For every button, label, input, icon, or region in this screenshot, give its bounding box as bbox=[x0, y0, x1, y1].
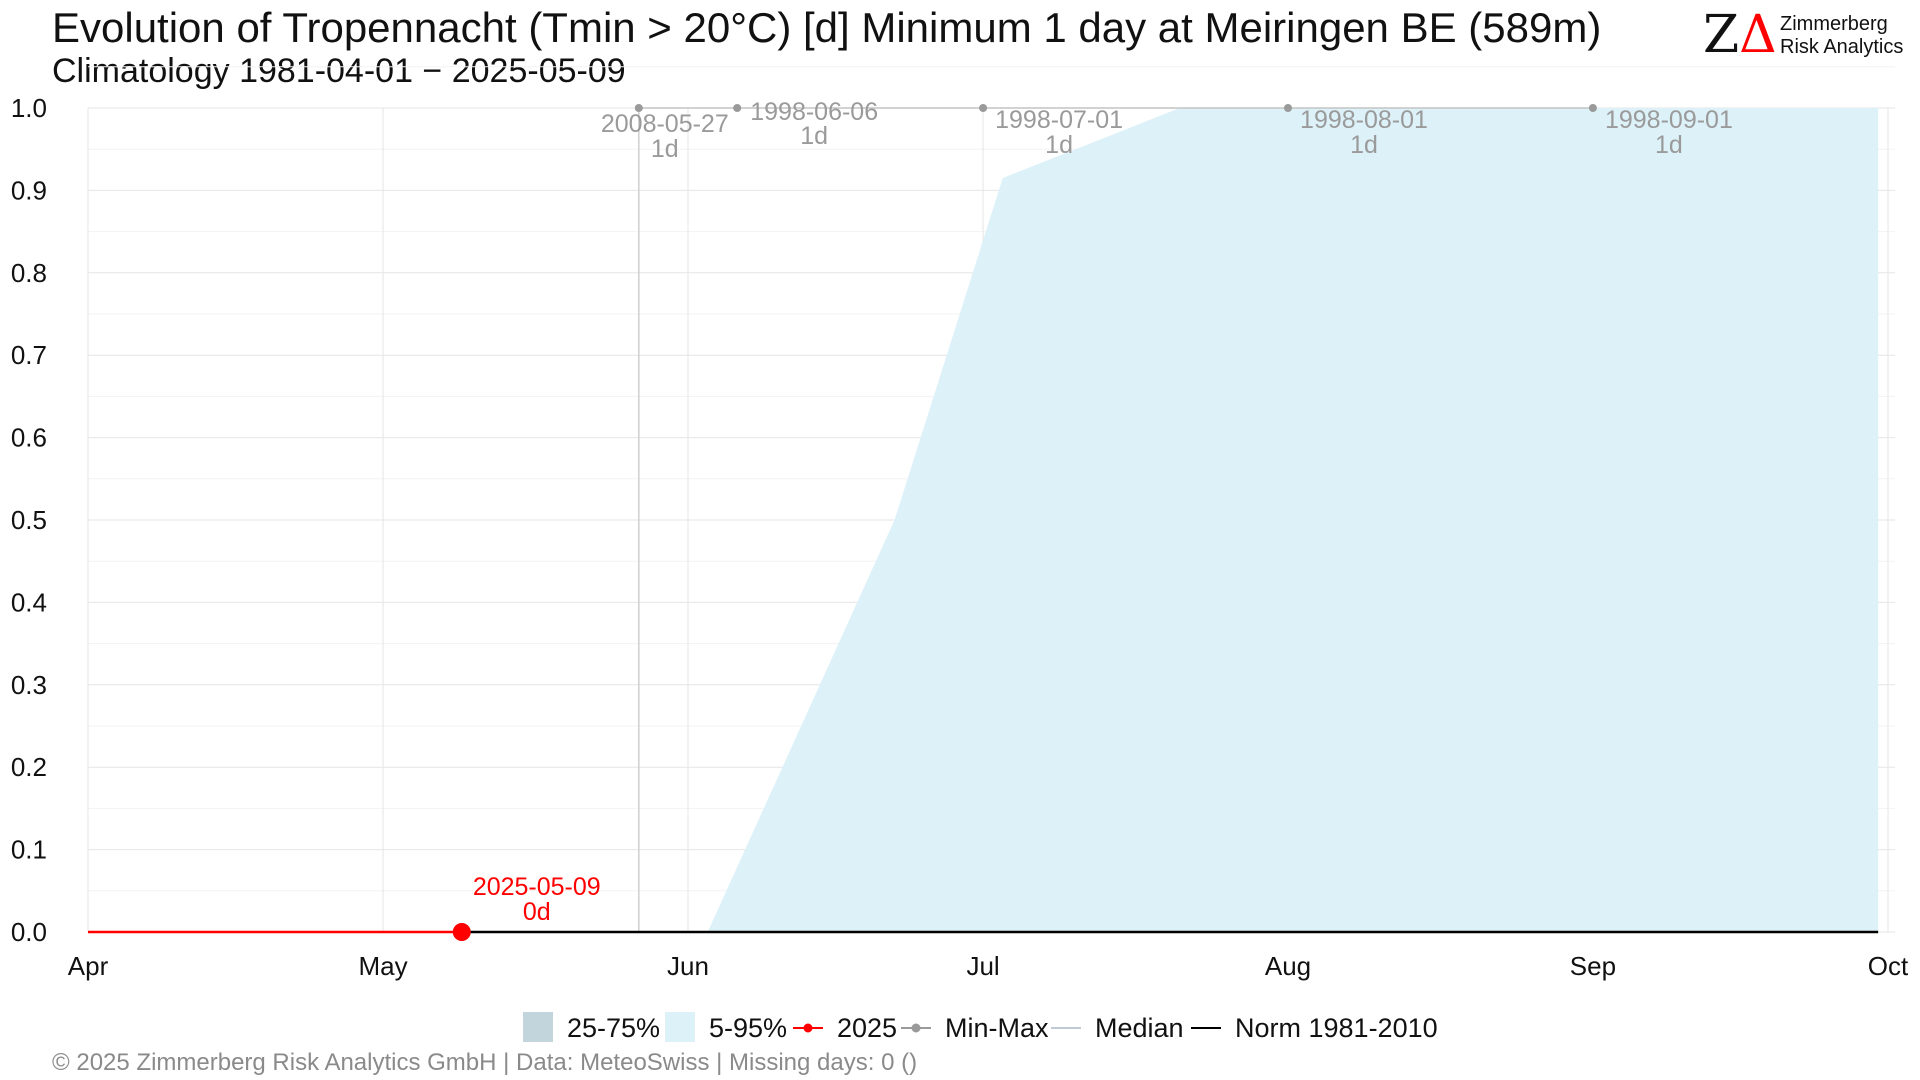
min-max-date-label: 1998-06-06 bbox=[750, 98, 878, 126]
axes: 0.0 0.1 0.2 0.3 0.4 0.5 0.6 0.7 0.8 0.9 1.0 Apr May J… bbox=[11, 93, 1909, 981]
y-tick-label: 0.4 bbox=[11, 587, 47, 617]
legend-swatch-band_25_75 bbox=[523, 1012, 553, 1042]
legend-label-minmax: Min-Max bbox=[945, 1013, 1049, 1043]
y-tick-label: 0.2 bbox=[11, 752, 47, 782]
legend-label-median: Median bbox=[1095, 1013, 1184, 1043]
x-tick-label: May bbox=[359, 951, 408, 981]
x-tick-label: Jun bbox=[667, 951, 709, 981]
y-tick-label: 0.8 bbox=[11, 258, 47, 288]
chart-title: Evolution of Tropennacht (Tmin > 20°C) [… bbox=[52, 4, 1601, 51]
min-max-markers: 2008-05-271d1998-06-061d1998-07-011d1998… bbox=[601, 98, 1733, 163]
min-max-date-label: 1998-09-01 bbox=[1605, 106, 1733, 134]
legend-label-norm: Norm 1981-2010 bbox=[1235, 1013, 1438, 1043]
y-tick-label: 0.7 bbox=[11, 340, 47, 370]
x-tick-label: Aug bbox=[1265, 951, 1311, 981]
logo: ZΔ Zimmerberg Risk Analytics bbox=[1703, 5, 1903, 65]
min-max-date-label: 2008-05-27 bbox=[601, 110, 729, 138]
band-5-95 bbox=[707, 108, 1879, 932]
x-tick-label: Sep bbox=[1570, 951, 1616, 981]
y-tick-label: 0.6 bbox=[11, 423, 47, 453]
min-max-date-label: 1998-07-01 bbox=[995, 106, 1123, 134]
y-tick-label: 0.9 bbox=[11, 175, 47, 205]
legend-dot-current bbox=[803, 1023, 813, 1033]
bands bbox=[707, 108, 1879, 932]
y-tick-label: 1.0 bbox=[11, 93, 47, 123]
current-value-label: 0d bbox=[523, 898, 551, 926]
y-tick-label: 0.0 bbox=[11, 917, 47, 947]
min-max-point bbox=[979, 104, 988, 112]
min-max-value-label: 1d bbox=[800, 122, 828, 150]
x-tick-label: Apr bbox=[68, 951, 109, 981]
legend-label-band_5_95: 5-95% bbox=[709, 1013, 787, 1043]
min-max-point bbox=[1588, 104, 1597, 112]
legend-label-band_25_75: 25-75% bbox=[567, 1013, 660, 1043]
current-date-label: 2025-05-09 bbox=[473, 873, 601, 901]
logo-line2: Risk Analytics bbox=[1780, 36, 1903, 58]
x-tick-label: Oct bbox=[1868, 951, 1909, 981]
y-tick-label: 0.1 bbox=[11, 835, 47, 865]
y-tick-label: 0.3 bbox=[11, 670, 47, 700]
legend-label-current: 2025 bbox=[837, 1013, 897, 1043]
min-max-value-label: 1d bbox=[1350, 131, 1378, 159]
chart-subtitle: Climatology 1981-04-01 − 2025-05-09 bbox=[52, 52, 626, 90]
x-tick-label: Jul bbox=[966, 951, 999, 981]
min-max-value-label: 1d bbox=[1045, 131, 1073, 159]
current-year-last-point bbox=[452, 923, 471, 941]
min-max-point bbox=[733, 104, 742, 112]
min-max-value-label: 1d bbox=[1655, 131, 1683, 159]
series-lines bbox=[461, 108, 1879, 934]
legend-dot-minmax bbox=[911, 1023, 921, 1033]
logo-glyph: ZΔ bbox=[1703, 5, 1777, 65]
legend: 25-75% 5-95% 2025 Min-Max Median Norm 1981-20… bbox=[523, 1012, 1438, 1043]
min-max-point bbox=[634, 104, 643, 112]
legend-swatch-band_5_95 bbox=[665, 1012, 695, 1042]
min-max-point bbox=[1284, 104, 1292, 112]
logo-line1: Zimmerberg bbox=[1780, 13, 1888, 35]
min-max-value-label: 1d bbox=[651, 135, 679, 163]
footer-credit: © 2025 Zimmerberg Risk Analytics GmbH | … bbox=[52, 1049, 917, 1076]
min-max-date-label: 1998-08-01 bbox=[1300, 106, 1428, 134]
y-tick-label: 0.5 bbox=[11, 505, 47, 535]
